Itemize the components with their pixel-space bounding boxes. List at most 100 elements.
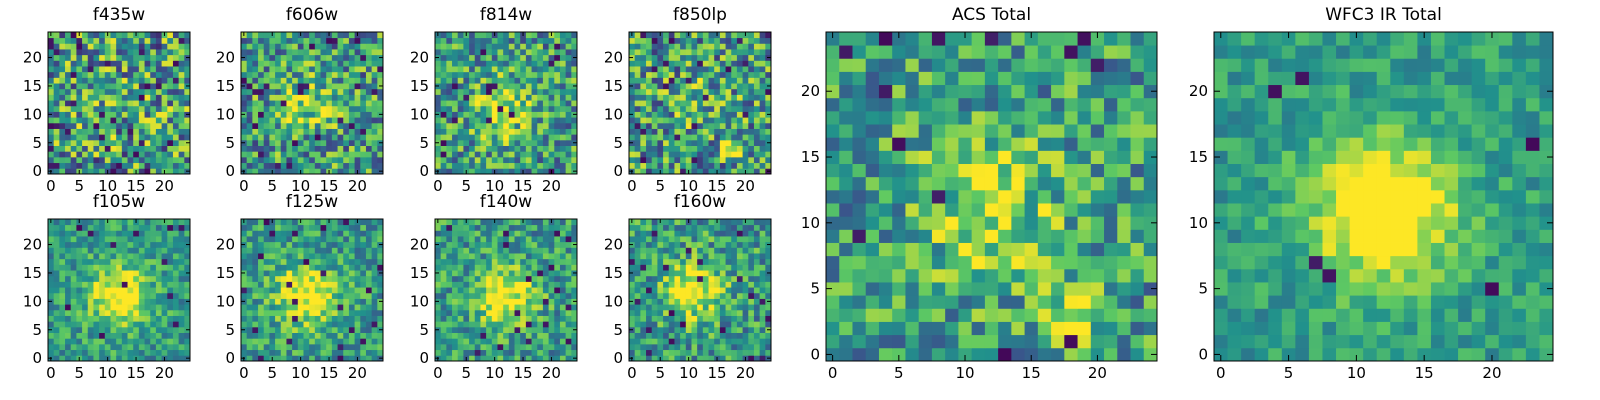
heatmap-cell <box>59 275 66 282</box>
heatmap-cell <box>640 32 647 39</box>
heatmap-cell <box>116 321 123 328</box>
heatmap-cell <box>440 270 447 277</box>
heatmap-cell <box>263 111 270 118</box>
heatmap-cell <box>474 304 481 311</box>
heatmap-cell <box>474 230 481 237</box>
x-tick-label: 15 <box>513 177 532 195</box>
heatmap-cell <box>435 275 442 282</box>
heatmap-cell <box>480 264 487 271</box>
heatmap-cell <box>150 43 157 50</box>
heatmap-cell <box>110 105 117 112</box>
x-tick-label: 0 <box>239 364 249 382</box>
heatmap-cell <box>309 241 316 248</box>
heatmap-cell <box>435 304 442 311</box>
heatmap-cell <box>292 275 299 282</box>
heatmap-cell <box>525 292 532 299</box>
heatmap-cell <box>246 128 253 135</box>
heatmap-cell <box>565 321 572 328</box>
heatmap-cell <box>144 145 151 152</box>
heatmap-cell <box>303 139 310 146</box>
heatmap-cell <box>725 37 732 44</box>
heatmap-cell <box>446 230 453 237</box>
heatmap-cell <box>104 128 111 135</box>
heatmap-cell <box>184 236 191 243</box>
heatmap-cell <box>258 264 265 271</box>
heatmap-cell <box>155 315 162 322</box>
heatmap-cell <box>765 32 772 39</box>
heatmap-cell <box>292 156 299 164</box>
heatmap-cell <box>365 139 373 146</box>
heatmap-cell <box>691 117 698 124</box>
heatmap-cell <box>657 349 664 356</box>
heatmap-cell <box>463 156 470 164</box>
heatmap-cell <box>440 258 447 265</box>
heatmap-cell <box>138 219 145 226</box>
heatmap-cell <box>70 162 77 169</box>
heatmap-cell <box>452 100 459 107</box>
heatmap-cell <box>474 88 481 95</box>
heatmap-cell <box>343 88 350 95</box>
heatmap-cell <box>759 326 766 333</box>
heatmap-cell <box>110 139 117 146</box>
heatmap-cell <box>435 343 442 351</box>
heatmap-cell <box>565 117 572 124</box>
heatmap-cell <box>104 230 111 237</box>
heatmap-cell <box>104 298 111 305</box>
heatmap-cell <box>53 139 60 146</box>
heatmap-cell <box>736 49 743 56</box>
heatmap-cell <box>178 156 185 164</box>
heatmap-cell <box>314 247 321 254</box>
heatmap-cell <box>719 343 726 351</box>
heatmap-cell <box>59 71 66 78</box>
cells-f105w <box>48 219 191 362</box>
heatmap-cell <box>651 66 658 73</box>
heatmap-cell <box>668 128 675 135</box>
heatmap-cell <box>554 88 561 95</box>
heatmap-cell <box>326 264 333 271</box>
heatmap-cell <box>70 151 77 158</box>
heatmap-cell <box>48 77 55 84</box>
heatmap-cell <box>343 298 350 305</box>
heatmap-cell <box>520 111 527 118</box>
heatmap-cell <box>663 309 670 316</box>
heatmap-cell <box>53 32 60 39</box>
heatmap-cell <box>503 139 510 146</box>
heatmap-cell <box>303 122 310 129</box>
heatmap-cell <box>65 151 72 158</box>
heatmap-cell <box>440 88 447 95</box>
heatmap-cell <box>371 309 378 316</box>
heatmap-cell <box>144 258 151 265</box>
heatmap-cell <box>474 145 481 152</box>
heatmap-cell <box>76 253 83 260</box>
heatmap-cell <box>491 338 498 345</box>
heatmap-cell <box>725 139 732 146</box>
heatmap-cell <box>571 219 578 226</box>
heatmap-cell <box>161 281 168 288</box>
heatmap-cell <box>571 77 578 84</box>
heatmap-cell <box>435 94 442 101</box>
heatmap-cell <box>138 71 145 78</box>
heatmap-cell <box>309 32 316 39</box>
heatmap-cell <box>753 343 761 351</box>
heatmap-cell <box>252 83 259 90</box>
heatmap-cell <box>167 122 174 129</box>
heatmap-cell <box>144 304 151 311</box>
heatmap-cell <box>343 77 350 84</box>
heatmap-cell <box>297 77 304 84</box>
heatmap-cell <box>104 281 111 288</box>
heatmap-cell <box>263 117 270 124</box>
heatmap-cell <box>127 117 134 124</box>
heatmap-cell <box>326 230 333 237</box>
heatmap-cell <box>263 83 270 90</box>
heatmap-cell <box>82 77 89 84</box>
heatmap-cell <box>646 32 653 39</box>
x-tick-label: 5 <box>267 364 277 382</box>
heatmap-cell <box>303 270 310 277</box>
heatmap-cell <box>133 54 140 61</box>
heatmap-cell <box>252 60 259 67</box>
heatmap-cell <box>337 230 344 237</box>
heatmap-cell <box>674 100 681 107</box>
heatmap-cell <box>93 270 100 277</box>
heatmap-cell <box>343 134 350 141</box>
heatmap-cell <box>520 321 527 328</box>
